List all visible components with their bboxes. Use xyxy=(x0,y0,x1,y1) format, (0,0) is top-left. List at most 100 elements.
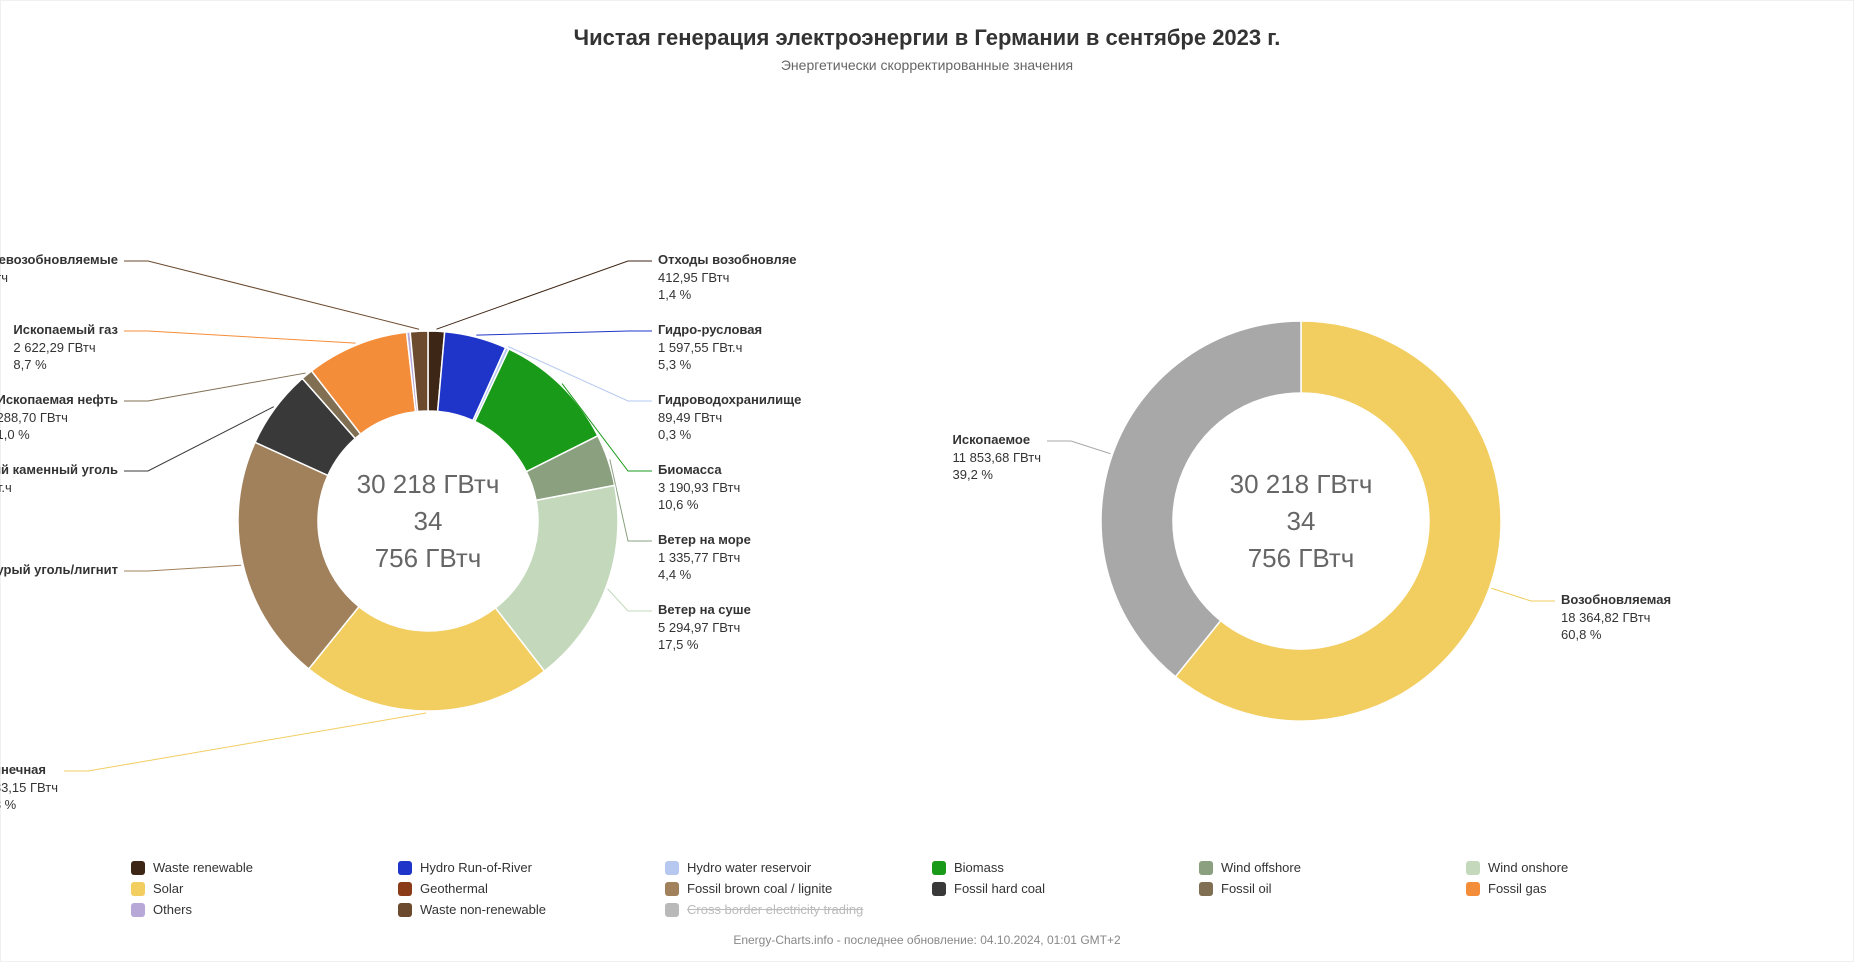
leader-fossil xyxy=(1047,441,1111,454)
legend-label: Fossil brown coal / lignite xyxy=(687,881,832,896)
legend-label: Fossil gas xyxy=(1488,881,1547,896)
slice-name: Отходы невозобновляемые xyxy=(0,251,118,269)
slice-name: Ископаемый газ xyxy=(13,321,118,339)
legend-label: Fossil oil xyxy=(1221,881,1272,896)
legend-swatch xyxy=(932,861,946,875)
legend-item[interactable]: Waste non-renewable xyxy=(398,902,655,917)
legend-label: Hydro water reservoir xyxy=(687,860,811,875)
slice-pct: 39,2 % xyxy=(953,466,1042,484)
slice-pct: 17,5 % xyxy=(658,636,751,654)
slice-name: Солнечная xyxy=(0,761,58,779)
slice-value: 3 190,93 ГВтч xyxy=(658,479,740,497)
legend-label: Cross border electricity trading xyxy=(687,902,863,917)
leader-wind_on xyxy=(608,589,652,611)
slice-pct: 1,5 % xyxy=(0,286,118,304)
slice-value: 11 853,68 ГВтч xyxy=(953,449,1042,467)
slice-pct: 0,3 % xyxy=(658,426,801,444)
slice-label-wind_on: Ветер на суше5 294,97 ГВтч17,5 % xyxy=(658,601,751,654)
legend-item[interactable]: Wind onshore xyxy=(1466,860,1723,875)
slice-label-biomass: Биомасса3 190,93 ГВтч10,6 % xyxy=(658,461,740,514)
slice-value: 288,70 ГВтч xyxy=(0,409,118,427)
leader-oil xyxy=(124,373,306,401)
chart-subtitle: Энергетически скорректированные значения xyxy=(1,57,1853,73)
slice-label-waste_nonrenew: Отходы невозобновляемые460,59 ГВтч1,5 % xyxy=(0,251,118,304)
slice-fossil[interactable] xyxy=(1101,321,1301,677)
slice-name: Гидро-русловая xyxy=(658,321,762,339)
legend-item[interactable]: Fossil brown coal / lignite xyxy=(665,881,922,896)
legend-label: Waste renewable xyxy=(153,860,253,875)
slice-name: Отходы возобновляе xyxy=(658,251,797,269)
legend-swatch xyxy=(665,903,679,917)
legend-swatch xyxy=(398,903,412,917)
legend-swatch xyxy=(1466,861,1480,875)
legend-swatch xyxy=(1199,882,1213,896)
legend-label: Wind offshore xyxy=(1221,860,1301,875)
legend-item[interactable]: Wind offshore xyxy=(1199,860,1456,875)
slice-value: 6 433,15 ГВтч xyxy=(0,779,58,797)
legend-item[interactable]: Others xyxy=(131,902,388,917)
legend-swatch xyxy=(932,882,946,896)
slice-label-oil: Ископаемая нефть288,70 ГВтч1,0 % xyxy=(0,391,118,444)
slice-label-solar: Солнечная6 433,15 ГВтч21,3 % xyxy=(0,761,58,814)
slice-name: Ископаемое xyxy=(953,431,1042,449)
slice-value: 2 622,29 ГВтч xyxy=(13,339,118,357)
legend-label: Fossil hard coal xyxy=(954,881,1045,896)
legend-item[interactable]: Fossil oil xyxy=(1199,881,1456,896)
footer-text: Energy-Charts.info - последнее обновлени… xyxy=(1,933,1853,947)
legend-item[interactable]: Cross border electricity trading xyxy=(665,902,922,917)
leader-renew xyxy=(1491,588,1555,601)
legend-label: Waste non-renewable xyxy=(420,902,546,917)
legend-swatch xyxy=(1466,882,1480,896)
slice-pct: 1,4 % xyxy=(658,286,797,304)
slice-pct: 21,0 % xyxy=(0,596,118,614)
slice-label-lignite: Ископаемый бурый уголь/лигнит6 346,30 ГВ… xyxy=(0,561,118,614)
chart-title: Чистая генерация электроэнергии в Герман… xyxy=(1,25,1853,51)
legend-item[interactable]: Hydro water reservoir xyxy=(665,860,922,875)
slice-value: 89,49 ГВтч xyxy=(658,409,801,427)
slice-label-renew: Возобновляемая18 364,82 ГВтч60,8 % xyxy=(1561,591,1671,644)
legend-item[interactable]: Hydro Run-of-River xyxy=(398,860,655,875)
legend-label: Solar xyxy=(153,881,183,896)
slice-name: Гидроводохранилище xyxy=(658,391,801,409)
leader-solar xyxy=(64,713,426,771)
legend-label: Hydro Run-of-River xyxy=(420,860,532,875)
slice-pct: 5,3 % xyxy=(658,356,762,374)
legend-swatch xyxy=(665,861,679,875)
slice-label-hydro_res: Гидроводохранилище89,49 ГВтч0,3 % xyxy=(658,391,801,444)
slice-pct: 60,8 % xyxy=(1561,626,1671,644)
slice-value: 460,59 ГВтч xyxy=(0,269,118,287)
legend-item[interactable]: Fossil gas xyxy=(1466,881,1723,896)
legend-item[interactable]: Fossil hard coal xyxy=(932,881,1189,896)
slice-name: Биомасса xyxy=(658,461,740,479)
legend-swatch xyxy=(398,861,412,875)
slice-label-wind_off: Ветер на море1 335,77 ГВтч4,4 % xyxy=(658,531,751,584)
slice-name: Ветер на суше xyxy=(658,601,751,619)
legend-label: Wind onshore xyxy=(1488,860,1568,875)
leader-lignite xyxy=(124,565,241,571)
legend-swatch xyxy=(665,882,679,896)
leader-waste_nonrenew xyxy=(124,261,419,329)
slice-value: 1 335,77 ГВтч xyxy=(658,549,751,567)
legend-item[interactable]: Biomass xyxy=(932,860,1189,875)
slice-value: 2 009,87 ГВт.ч xyxy=(0,479,118,497)
legend-swatch xyxy=(1199,861,1213,875)
slice-value: 1 597,55 ГВт.ч xyxy=(658,339,762,357)
slice-name: Ископаемая нефть xyxy=(0,391,118,409)
legend-item[interactable]: Geothermal xyxy=(398,881,655,896)
slice-label-gas: Ископаемый газ2 622,29 ГВтч8,7 % xyxy=(13,321,118,374)
slice-name: Ветер на море xyxy=(658,531,751,549)
legend-label: Others xyxy=(153,902,192,917)
slice-value: 412,95 ГВтч xyxy=(658,269,797,287)
legend: Waste renewable Hydro Run-of-River Hydro w… xyxy=(131,860,1723,917)
leader-gas xyxy=(124,331,356,343)
legend-item[interactable]: Solar xyxy=(131,881,388,896)
slice-pct: 6,7 % xyxy=(0,496,118,514)
donut-chart-detailed xyxy=(1,101,1854,861)
slice-label-waste_renew: Отходы возобновляе412,95 ГВтч1,4 % xyxy=(658,251,797,304)
chart-container: { "title": "Чистая генерация электроэнер… xyxy=(0,0,1854,962)
slice-label-fossil: Ископаемое11 853,68 ГВтч39,2 % xyxy=(953,431,1042,484)
legend-swatch xyxy=(131,882,145,896)
slice-name: Возобновляемая xyxy=(1561,591,1671,609)
legend-item[interactable]: Waste renewable xyxy=(131,860,388,875)
slice-name: Ископаемый бурый уголь/лигнит xyxy=(0,561,118,579)
